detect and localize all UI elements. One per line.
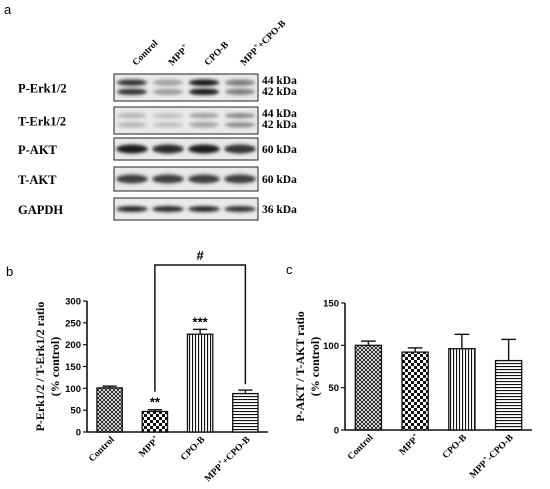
blot-band (224, 206, 256, 212)
western-blot: Control MPP+ CPO-B MPP++CPO-B P-Erk1/2 44 kDa… (18, 16, 297, 221)
chart-akt-ratio: 0 50 100 150 P-AKT / T-AKT ratio (% control) C… (293, 299, 532, 481)
blot-row-label: P-Erk1/2 (18, 82, 67, 96)
blot-band (188, 122, 220, 128)
x-category-label: MPP++CPO-B (201, 432, 253, 484)
blot-band (188, 206, 220, 212)
blot-band (224, 88, 256, 96)
bar (401, 351, 429, 431)
bar (96, 387, 123, 433)
comparison-bracket (154, 264, 247, 392)
blot-band (224, 79, 256, 86)
x-category-label: CPO-B (179, 435, 207, 463)
x-category-label: MPP+-CPO-B (466, 430, 516, 480)
blot-frame (113, 197, 259, 221)
blot-band (116, 144, 148, 154)
blot-band (152, 174, 184, 184)
blot-band (152, 113, 184, 119)
blot-band (188, 113, 220, 119)
blot-row-label: P-AKT (18, 143, 58, 157)
lane-label: Control (131, 39, 161, 69)
blot-band (188, 88, 220, 96)
bar (186, 333, 214, 433)
blot-frame (113, 137, 259, 161)
kda-label: 44 kDa (262, 75, 297, 87)
bar (232, 392, 259, 433)
y-axis-label-unit: (% control) (308, 337, 322, 396)
blot-row: T-AKT 60 kDa (18, 166, 297, 192)
panel-letter-b: b (6, 264, 13, 279)
chart-erk-ratio: 0 50 100 150 200 250 300 P-Erk1/2 / T-Erk1/2 ra… (33, 248, 268, 484)
blot-band (224, 113, 256, 119)
y-tick-label: 100 (323, 341, 339, 352)
blot-band (188, 79, 220, 86)
panel-letter-a: a (4, 2, 12, 17)
blot-band (152, 79, 184, 86)
x-category-label: CPO-B (441, 433, 469, 461)
bracket-label: # (197, 248, 205, 263)
blot-band (116, 122, 148, 128)
significance-label: *** (193, 314, 209, 329)
blot-band (224, 144, 256, 154)
kda-label: 60 kDa (262, 174, 297, 186)
kda-label: 60 kDa (262, 144, 297, 156)
kda-label: 44 kDa (262, 108, 297, 120)
y-tick-label: 250 (65, 318, 81, 329)
bar (448, 348, 476, 431)
blot-band (152, 88, 184, 96)
bar (354, 344, 383, 431)
lane-label: CPO-B (203, 40, 231, 68)
y-tick-label: 300 (65, 297, 81, 308)
x-category-label: Control (87, 435, 117, 465)
blot-band (116, 174, 148, 184)
blot-frame (113, 73, 259, 102)
blot-row-label: T-AKT (18, 173, 57, 187)
blot-band (116, 79, 148, 86)
bar (141, 410, 169, 433)
blot-band (116, 113, 148, 119)
y-tick-label: 50 (328, 383, 339, 394)
y-tick-label: 200 (65, 340, 81, 351)
y-axis-label: P-AKT / T-AKT ratio (293, 311, 307, 422)
blot-band (188, 174, 220, 184)
blot-band (116, 88, 148, 96)
significance-label: ** (150, 395, 161, 410)
lane-label: MPP+ (165, 42, 192, 69)
y-tick-label: 150 (323, 299, 339, 310)
y-tick-label: 100 (65, 384, 81, 395)
x-category-label: MPP+ (135, 433, 162, 460)
kda-label: 42 kDa (262, 119, 297, 131)
blot-band (116, 206, 148, 212)
blot-band (224, 174, 256, 184)
blot-band (188, 144, 220, 154)
blot-band (152, 144, 184, 154)
lane-label: MPP++CPO-B (237, 16, 289, 68)
blot-band (224, 122, 256, 128)
blot-row: GAPDH 36 kDa (18, 197, 297, 221)
bar (494, 359, 523, 431)
x-category-label: MPP+ (396, 431, 423, 458)
blot-band (152, 122, 184, 128)
y-tick-label: 0 (334, 426, 339, 437)
y-tick-label: 50 (70, 406, 81, 417)
x-category-label: Control (346, 433, 376, 463)
blot-frame (113, 106, 259, 135)
kda-label: 36 kDa (262, 204, 297, 216)
y-tick-label: 0 (76, 428, 81, 439)
kda-label: 42 kDa (262, 86, 297, 98)
blot-band (152, 206, 184, 212)
blot-row-label: T-Erk1/2 (18, 115, 66, 129)
panel-letter-c: c (286, 262, 293, 277)
blot-row-label: GAPDH (18, 203, 63, 217)
blot-row: P-AKT 60 kDa (18, 137, 297, 161)
y-axis-label-unit: (% control) (48, 337, 62, 396)
y-tick-label: 150 (65, 362, 81, 373)
y-axis-label: P-Erk1/2 / T-Erk1/2 ratio (33, 302, 47, 432)
